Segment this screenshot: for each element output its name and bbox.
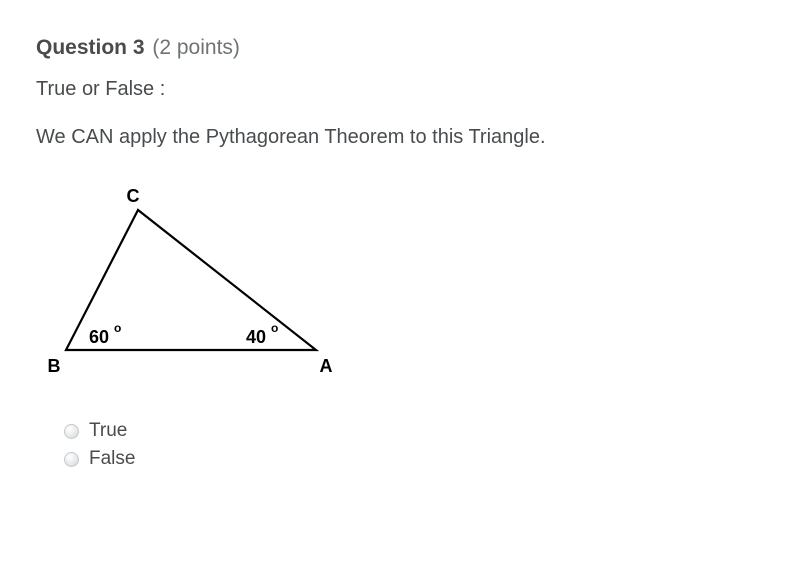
svg-text:B: B [48, 356, 61, 376]
triangle-figure: C B A 60 o 40 o [36, 180, 755, 380]
option-true[interactable]: True [64, 420, 755, 442]
radio-icon [64, 452, 79, 467]
svg-text:60: 60 [89, 327, 109, 347]
radio-icon [64, 424, 79, 439]
svg-text:o: o [114, 321, 121, 335]
svg-text:o: o [271, 321, 278, 335]
question-points: (2 points) [152, 36, 240, 59]
question-container: Question 3 (2 points) True or False : We… [0, 0, 791, 470]
question-header: Question 3 (2 points) [36, 36, 755, 60]
svg-text:40: 40 [246, 327, 266, 347]
question-number: Question 3 [36, 36, 145, 59]
prompt-line-1: True or False : [36, 74, 755, 104]
prompt-line-2: We CAN apply the Pythagorean Theorem to … [36, 122, 755, 152]
svg-text:C: C [127, 186, 140, 206]
option-false[interactable]: False [64, 448, 755, 470]
answer-options: True False [64, 420, 755, 470]
option-false-label: False [89, 448, 135, 470]
svg-text:A: A [320, 356, 333, 376]
triangle-svg: C B A 60 o 40 o [36, 180, 336, 380]
option-true-label: True [89, 420, 127, 442]
